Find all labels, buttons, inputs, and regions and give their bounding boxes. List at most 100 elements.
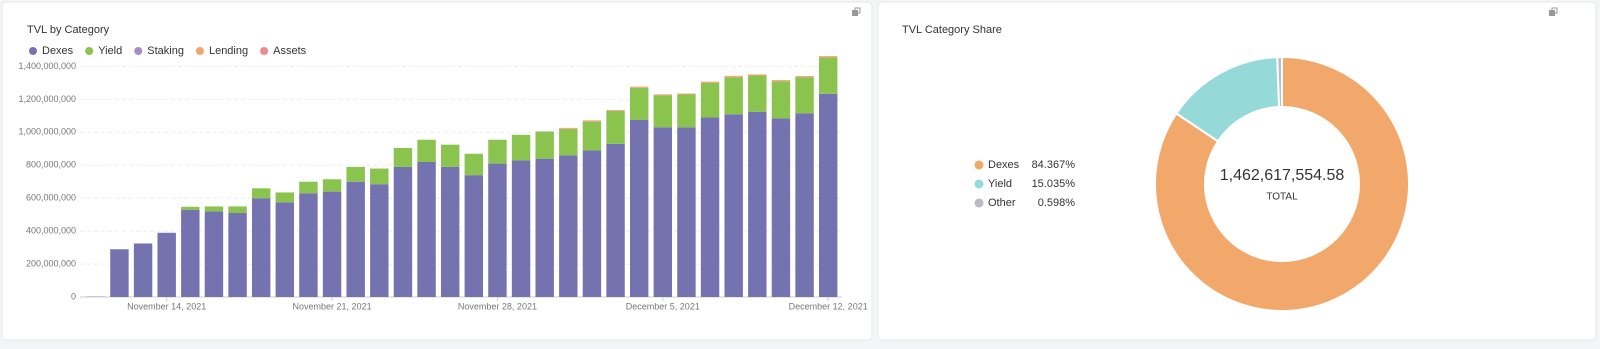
panel [877, 1, 1597, 341]
bar-segment [724, 76, 743, 78]
legend-marker [974, 198, 984, 208]
bar-segment [582, 121, 602, 151]
legend-marker [974, 160, 984, 170]
bar-segment [724, 77, 743, 115]
legend-marker [974, 179, 984, 189]
legend-marker [134, 47, 143, 55]
bar-segment [251, 188, 271, 199]
legend-value: 84.367% [1032, 159, 1076, 171]
bar-segment [133, 243, 153, 297]
bar-segment [677, 94, 696, 128]
legend-label: Lending [209, 45, 248, 57]
expand-icon[interactable] [852, 7, 861, 16]
bar-segment [629, 87, 649, 120]
bar-segment [488, 163, 507, 297]
legend-value: 15.035% [1032, 178, 1076, 190]
bar-segment [795, 77, 814, 114]
bar-segment [228, 206, 247, 214]
legend-marker [29, 47, 37, 55]
bar-segment [181, 206, 200, 210]
bar-segment [818, 93, 838, 297]
x-tick-label: November 28, 2021 [458, 301, 537, 311]
bar-segment [771, 81, 791, 119]
bar-segment [629, 87, 649, 88]
bar-segment [700, 117, 720, 297]
bar-segment [299, 181, 318, 194]
bar-segment [629, 119, 649, 297]
bar-segment [157, 232, 176, 297]
bar-segment [322, 179, 342, 192]
legend-marker [85, 47, 94, 55]
bar-segment [393, 166, 413, 297]
bar-segment [606, 110, 625, 111]
bar-segment [653, 95, 673, 128]
y-tick-label: 1,400,000,000 [18, 61, 76, 71]
bar-segment [110, 249, 129, 297]
legend-value: 0.598% [1038, 197, 1076, 209]
y-tick-label: 0 [71, 291, 76, 301]
legend-label: Assets [273, 45, 307, 57]
bar-segment [204, 211, 224, 297]
bar-segment [346, 181, 365, 297]
bar-segment [724, 114, 743, 297]
bar-segment [559, 129, 578, 156]
bar-segment [771, 118, 791, 297]
x-tick-label: November 14, 2021 [127, 301, 206, 311]
bar-segment [700, 82, 720, 118]
donut-total-label: TOTAL [1266, 192, 1298, 203]
y-tick-label: 1,200,000,000 [18, 94, 76, 104]
bar-segment [606, 143, 625, 297]
expand-icon[interactable] [1549, 7, 1558, 16]
bar-segment [393, 147, 413, 167]
donut-slice [1276, 55, 1283, 109]
legend-label: Yield [98, 45, 122, 57]
bar-segment [559, 128, 578, 130]
y-tick-label: 1,000,000,000 [18, 127, 76, 137]
y-tick-label: 800,000,000 [26, 160, 76, 170]
x-tick-label: December 5, 2021 [626, 301, 700, 311]
legend-label: Other [988, 197, 1016, 209]
bar-segment [275, 202, 295, 297]
bar-segment [677, 93, 696, 95]
donut-total: 1,462,617,554.58 [1220, 167, 1345, 184]
bar-segment [677, 127, 696, 297]
bar-segment [322, 191, 342, 297]
bar-segment [653, 127, 673, 297]
legend-label: Dexes [988, 159, 1020, 171]
bar-segment [771, 80, 791, 82]
bar-segment [440, 166, 460, 297]
x-tick-label: November 21, 2021 [293, 301, 372, 311]
bar-segment [440, 144, 460, 167]
bar-segment [582, 120, 602, 122]
bar-segment [535, 131, 554, 159]
bar-segment [228, 213, 247, 297]
y-tick-label: 200,000,000 [26, 258, 76, 268]
bar-segment [795, 113, 814, 297]
bar-segment [606, 110, 625, 144]
bar-segment [511, 160, 531, 297]
bar-segment [748, 75, 767, 112]
bar-segment [559, 155, 578, 297]
y-tick-label: 400,000,000 [26, 226, 76, 236]
legend-marker [260, 47, 269, 55]
bar-segment [181, 209, 200, 297]
bar-segment [748, 111, 767, 297]
bar-segment [488, 139, 507, 164]
legend-label: Yield [988, 178, 1012, 190]
y-tick-label: 600,000,000 [26, 193, 76, 203]
bar-segment [464, 153, 484, 176]
legend-label: Staking [147, 45, 184, 57]
legend-marker [195, 47, 204, 55]
bar-segment [346, 166, 365, 182]
chart-title: TVL by Category [27, 24, 110, 36]
bar-segment [653, 94, 673, 96]
bar-segment [795, 76, 814, 78]
bar-segment [818, 57, 838, 94]
bar-segment [251, 198, 271, 297]
bar-segment [417, 139, 436, 162]
legend-label: Dexes [42, 45, 74, 57]
bar-segment [535, 158, 554, 297]
bar-segment [417, 161, 436, 297]
